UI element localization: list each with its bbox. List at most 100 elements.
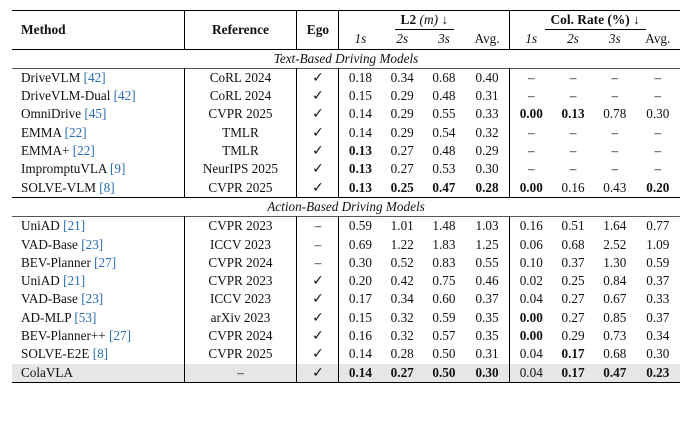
col-rate-value-cell: – (611, 124, 619, 140)
method-name: AD-MLP (21, 309, 72, 325)
col-rate-value-cell: – (654, 161, 662, 177)
method-name: EMMA+ (21, 143, 70, 159)
ego-check-icon: ✓ (296, 87, 340, 106)
table-row: SOLVE-VLM [8] CVPR 2025 ✓ 0.13 0.25 0.47 0.28 0… (12, 178, 680, 198)
l2-value-cell: 0.32 (390, 309, 414, 325)
citation-link[interactable]: [8] (99, 179, 115, 195)
method-cell: UniAD [21] (12, 216, 185, 236)
l2-value-cell: 1.22 (390, 236, 414, 252)
col-rate-value-cell: – (569, 88, 577, 104)
ego-check-icon: ✓ (296, 290, 340, 309)
col-rate-value-cell: 0.04 (519, 291, 543, 307)
ego-check-icon: ✓ (296, 308, 340, 328)
citation-link[interactable]: [45] (84, 106, 107, 122)
l2-value-cell: 0.27 (390, 161, 414, 177)
l2-value-cell: 0.27 (381, 363, 424, 383)
l2-value-cell: 0.54 (432, 124, 456, 140)
ego-check-icon: ✓ (296, 123, 340, 143)
citation-link[interactable]: [42] (113, 88, 136, 104)
col-rate-value-cell: 0.04 (509, 363, 553, 383)
col-rate-value-cell: 0.29 (561, 328, 585, 344)
l2-value-cell: 0.20 (348, 273, 372, 289)
citation-link[interactable]: [21] (63, 218, 86, 234)
col-rate-value-cell: – (527, 143, 535, 159)
l2-value-cell: 0.60 (432, 291, 456, 307)
results-body: Text-Based Driving Models DriveVLM [42] Co… (12, 48, 680, 383)
citation-link[interactable]: [42] (83, 69, 106, 85)
citation-link[interactable]: [21] (63, 273, 86, 289)
citation-link[interactable]: [53] (74, 309, 97, 325)
col-rate-label: Col. Rate (%) (550, 12, 630, 27)
l2-value-cell: 0.75 (432, 273, 456, 289)
l2-value-cell: 0.55 (464, 253, 511, 273)
col-rate-header: Col. Rate (%) ↓ (509, 10, 680, 31)
l2-value-cell: 0.50 (423, 363, 465, 383)
table-row: OmniDrive [45] CVPR 2025 ✓ 0.14 0.29 0.55 0.33… (12, 105, 680, 124)
l2-value-cell: 0.14 (348, 124, 372, 140)
header-row-main: Method Reference Ego L2 (m) ↓ Col. Rate … (12, 10, 680, 50)
results-table: Method Reference Ego L2 (m) ↓ Col. Rate … (12, 10, 680, 383)
col-rate-down-arrow-icon: ↓ (633, 12, 640, 27)
table-row: DriveVLM-Dual [42] CoRL 2024 ✓ 0.15 0.29 0.48… (12, 87, 680, 106)
col-rate-value-cell: 0.43 (603, 179, 627, 195)
sub-header-l2-2s: 2s (396, 31, 409, 47)
col-rate-value-cell: 1.64 (593, 216, 636, 236)
l2-value-cell: 0.35 (464, 308, 511, 328)
reference-cell: CVPR 2023 (184, 272, 298, 291)
citation-link[interactable]: [22] (64, 124, 87, 140)
l2-value-cell: 0.37 (464, 290, 511, 309)
l2-value-cell: 0.69 (348, 236, 372, 252)
l2-value-cell: 0.42 (390, 273, 414, 289)
citation-link[interactable]: [23] (81, 236, 104, 252)
l2-value-cell: 1.01 (381, 216, 424, 236)
ego-cell: – (296, 235, 340, 254)
citation-link[interactable]: [27] (109, 328, 131, 344)
citation-link[interactable]: [27] (94, 254, 117, 270)
col-rate-value-cell: – (552, 67, 594, 88)
reference-cell: TMLR (184, 123, 298, 143)
ego-header: Ego (296, 10, 340, 50)
method-cell: DriveVLM-Dual [42] (12, 87, 185, 106)
method-cell: VAD-Base [23] (12, 235, 185, 254)
sub-header-col-avg: Avg. (645, 31, 671, 47)
col-rate-value-cell: 0.06 (519, 236, 543, 252)
col-rate-value-cell: 0.27 (561, 291, 585, 307)
l2-value-cell: 1.03 (464, 216, 511, 236)
reference-cell: CoRL 2024 (184, 67, 298, 88)
col-rate-value-cell: 0.30 (646, 106, 670, 122)
l2-value-cell: 0.46 (464, 272, 511, 291)
col-rate-value-cell: 0.85 (603, 309, 627, 325)
l2-value-cell: 0.40 (464, 67, 511, 88)
citation-link[interactable]: [22] (72, 143, 95, 159)
l2-value-cell: 0.15 (348, 88, 372, 104)
l2-value-cell: 0.29 (464, 142, 511, 161)
table-row: VAD-Base [23] ICCV 2023 ✓ 0.17 0.34 0.60 0.37 0… (12, 290, 680, 309)
method-cell: AD-MLP [53] (12, 308, 185, 328)
l2-down-arrow-icon: ↓ (441, 12, 449, 27)
l2-value-cell: 0.28 (464, 178, 511, 198)
citation-link[interactable]: [8] (92, 346, 109, 362)
col-rate-value-cell: 0.68 (603, 346, 627, 362)
l2-value-cell: 0.68 (423, 67, 465, 88)
l2-value-cell: 0.13 (348, 143, 372, 159)
col-rate-value-cell: 0.84 (603, 273, 627, 289)
ego-check-icon: ✓ (296, 363, 340, 383)
reference-cell: CVPR 2024 (184, 327, 298, 346)
citation-link[interactable]: [23] (81, 291, 104, 307)
l2-value-cell: 0.32 (390, 328, 414, 344)
col-rate-value-cell: 0.67 (603, 291, 627, 307)
l2-value-cell: 0.15 (348, 309, 372, 325)
l2-value-cell: 0.28 (390, 346, 414, 362)
ego-check-icon: ✓ (296, 327, 340, 346)
citation-link[interactable]: [9] (110, 161, 126, 177)
table-row: EMMA+ [22] TMLR ✓ 0.13 0.27 0.48 0.29– – – – (12, 142, 680, 161)
col-rate-value-cell: – (509, 67, 553, 88)
reference-cell: CVPR 2025 (184, 178, 298, 198)
col-rate-value-cell: 0.17 (552, 363, 594, 383)
l2-value-cell: 0.59 (338, 216, 382, 236)
l2-value-cell: 0.14 (348, 106, 372, 122)
l2-value-cell: 0.35 (464, 327, 511, 346)
table-row: BEV-Planner [27] CVPR 2024–0.30 0.52 0.83 0.… (12, 253, 680, 273)
method-name: EMMA (21, 124, 62, 140)
